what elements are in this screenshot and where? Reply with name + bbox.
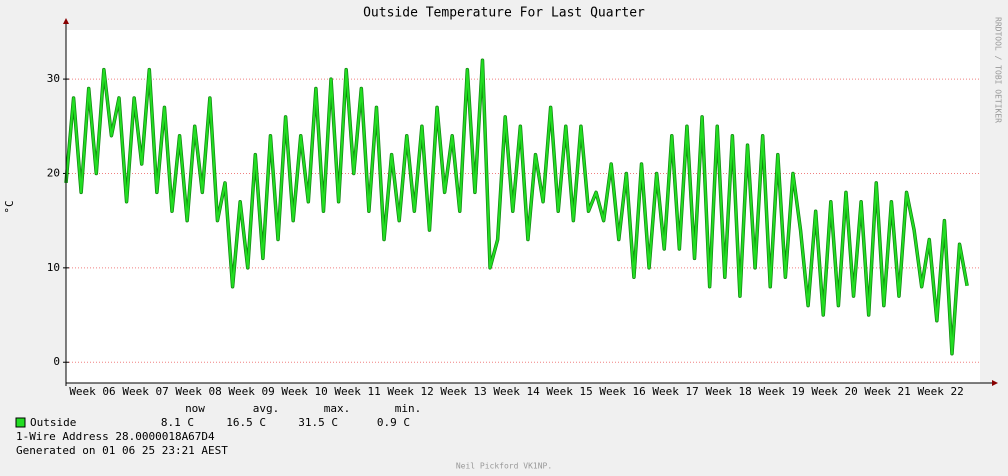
x-tick-label: Week 20 (811, 385, 857, 398)
footer-text: Generated on 01 06 25 23:21 AEST (16, 444, 228, 457)
plot-area (66, 30, 980, 383)
x-tick-label: Week 21 (864, 385, 910, 398)
series-line (65, 59, 969, 355)
x-tick-label: Week 08 (175, 385, 221, 398)
x-tick-label: Week 15 (546, 385, 592, 398)
x-tick-label: Week 17 (652, 385, 698, 398)
watermark: RRDTOOL / TOBI OETIKER (994, 17, 1003, 123)
y-axis-label: °C (3, 200, 16, 213)
y-tick-label: 30 (47, 72, 60, 85)
x-tick-label: Week 13 (440, 385, 486, 398)
stat-value: 31.5 C (298, 416, 338, 429)
chart-title: Outside Temperature For Last Quarter (363, 6, 645, 21)
x-tick-label: Week 18 (705, 385, 751, 398)
x-tick-label: Week 14 (493, 385, 540, 398)
legend-swatch (15, 417, 26, 428)
x-tick-label: Week 06 (69, 385, 115, 398)
y-tick-label: 20 (47, 166, 60, 179)
x-tick-label: Week 09 (228, 385, 274, 398)
x-tick-label: Week 16 (599, 385, 645, 398)
author: Neil Pickford VK1NP. (456, 462, 552, 471)
x-tick-label: Week 19 (758, 385, 804, 398)
stat-header: now (185, 402, 205, 415)
stat-header: avg. (253, 402, 280, 415)
x-tick-label: Week 12 (387, 385, 433, 398)
x-tick-label: Week 07 (122, 385, 168, 398)
stat-value: 8.1 C (161, 416, 194, 429)
x-tick-label: Week 10 (281, 385, 327, 398)
x-tick-label: Week 22 (917, 385, 963, 398)
y-tick-label: 10 (47, 261, 60, 274)
stat-value: 0.9 C (377, 416, 410, 429)
footer-text: 1-Wire Address 28.0000018A67D4 (16, 430, 215, 443)
axis-arrow (63, 18, 69, 24)
legend-entry: Outside (30, 416, 76, 429)
y-tick-label: 0 (53, 355, 60, 368)
x-tick-label: Week 11 (334, 385, 380, 398)
stat-header: min. (395, 402, 422, 415)
stat-value: 16.5 C (226, 416, 266, 429)
axis-arrow (992, 380, 998, 386)
stat-header: max. (324, 402, 351, 415)
